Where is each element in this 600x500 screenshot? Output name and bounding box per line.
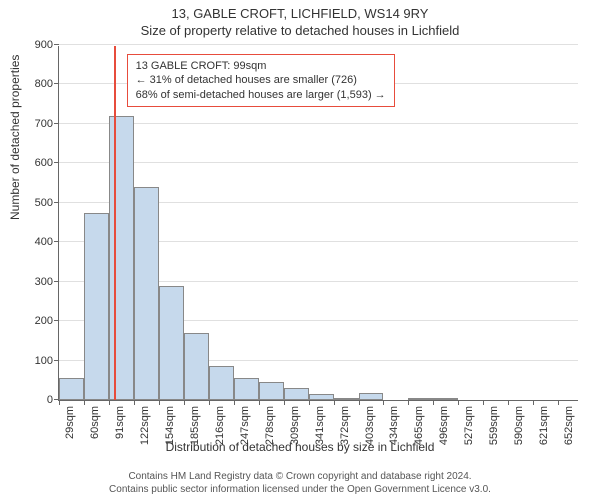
x-tick-mark [309,400,310,405]
x-tick-label: 91sqm [114,406,126,439]
y-tick-label: 0 [47,394,59,406]
histogram-bar [184,333,209,400]
histogram-chart: 010020030040050060070080090029sqm60sqm91… [58,46,578,401]
histogram-bar [309,394,334,400]
footer-line2: Contains public sector information licen… [0,483,600,496]
y-tick-label: 400 [35,236,59,248]
y-tick-label: 800 [35,78,59,90]
histogram-bar [59,378,84,400]
y-axis-label: Number of detached properties [8,55,22,220]
y-tick-label: 600 [35,157,59,169]
histogram-bar [84,213,109,400]
x-tick-mark [184,400,185,405]
page-title-address: 13, GABLE CROFT, LICHFIELD, WS14 9RY [0,0,600,21]
info-box-line3: 68% of semi-detached houses are larger (… [136,88,386,102]
page-title-subtitle: Size of property relative to detached ho… [0,21,600,38]
y-tick-label: 200 [35,315,59,327]
x-tick-mark [558,400,559,405]
y-tick-label: 100 [35,355,59,367]
gridline [59,162,578,163]
histogram-bar [209,366,234,400]
x-tick-mark [209,400,210,405]
histogram-bar [234,378,259,400]
x-tick-label: 60sqm [89,406,101,439]
histogram-bar [134,187,159,400]
gridline [59,123,578,124]
histogram-bar [159,286,184,400]
x-tick-mark [533,400,534,405]
y-tick-label: 500 [35,197,59,209]
footer-attribution: Contains HM Land Registry data © Crown c… [0,470,600,496]
x-tick-mark [109,400,110,405]
y-tick-label: 300 [35,276,59,288]
x-tick-mark [334,400,335,405]
info-box-line1: 13 GABLE CROFT: 99sqm [136,59,386,73]
x-tick-mark [458,400,459,405]
x-tick-mark [234,400,235,405]
x-axis-label: Distribution of detached houses by size … [0,440,600,454]
x-tick-mark [383,400,384,405]
histogram-bar [284,388,309,400]
x-tick-mark [59,400,60,405]
histogram-bar [359,393,384,400]
histogram-bar [433,398,458,400]
gridline [59,44,578,45]
x-tick-mark [408,400,409,405]
y-tick-label: 900 [35,39,59,51]
x-tick-mark [359,400,360,405]
x-tick-mark [508,400,509,405]
x-tick-mark [84,400,85,405]
histogram-bar [334,398,359,400]
footer-line1: Contains HM Land Registry data © Crown c… [0,470,600,483]
property-marker-line [114,46,116,400]
histogram-bar [259,382,284,400]
x-tick-mark [284,400,285,405]
x-tick-mark [433,400,434,405]
y-tick-label: 700 [35,118,59,130]
x-tick-label: 29sqm [64,406,76,439]
x-tick-mark [483,400,484,405]
info-box-line2: ← 31% of detached houses are smaller (72… [136,73,386,87]
property-info-box: 13 GABLE CROFT: 99sqm← 31% of detached h… [127,54,395,107]
x-tick-mark [259,400,260,405]
x-tick-mark [134,400,135,405]
histogram-bar [408,398,433,400]
x-tick-mark [159,400,160,405]
